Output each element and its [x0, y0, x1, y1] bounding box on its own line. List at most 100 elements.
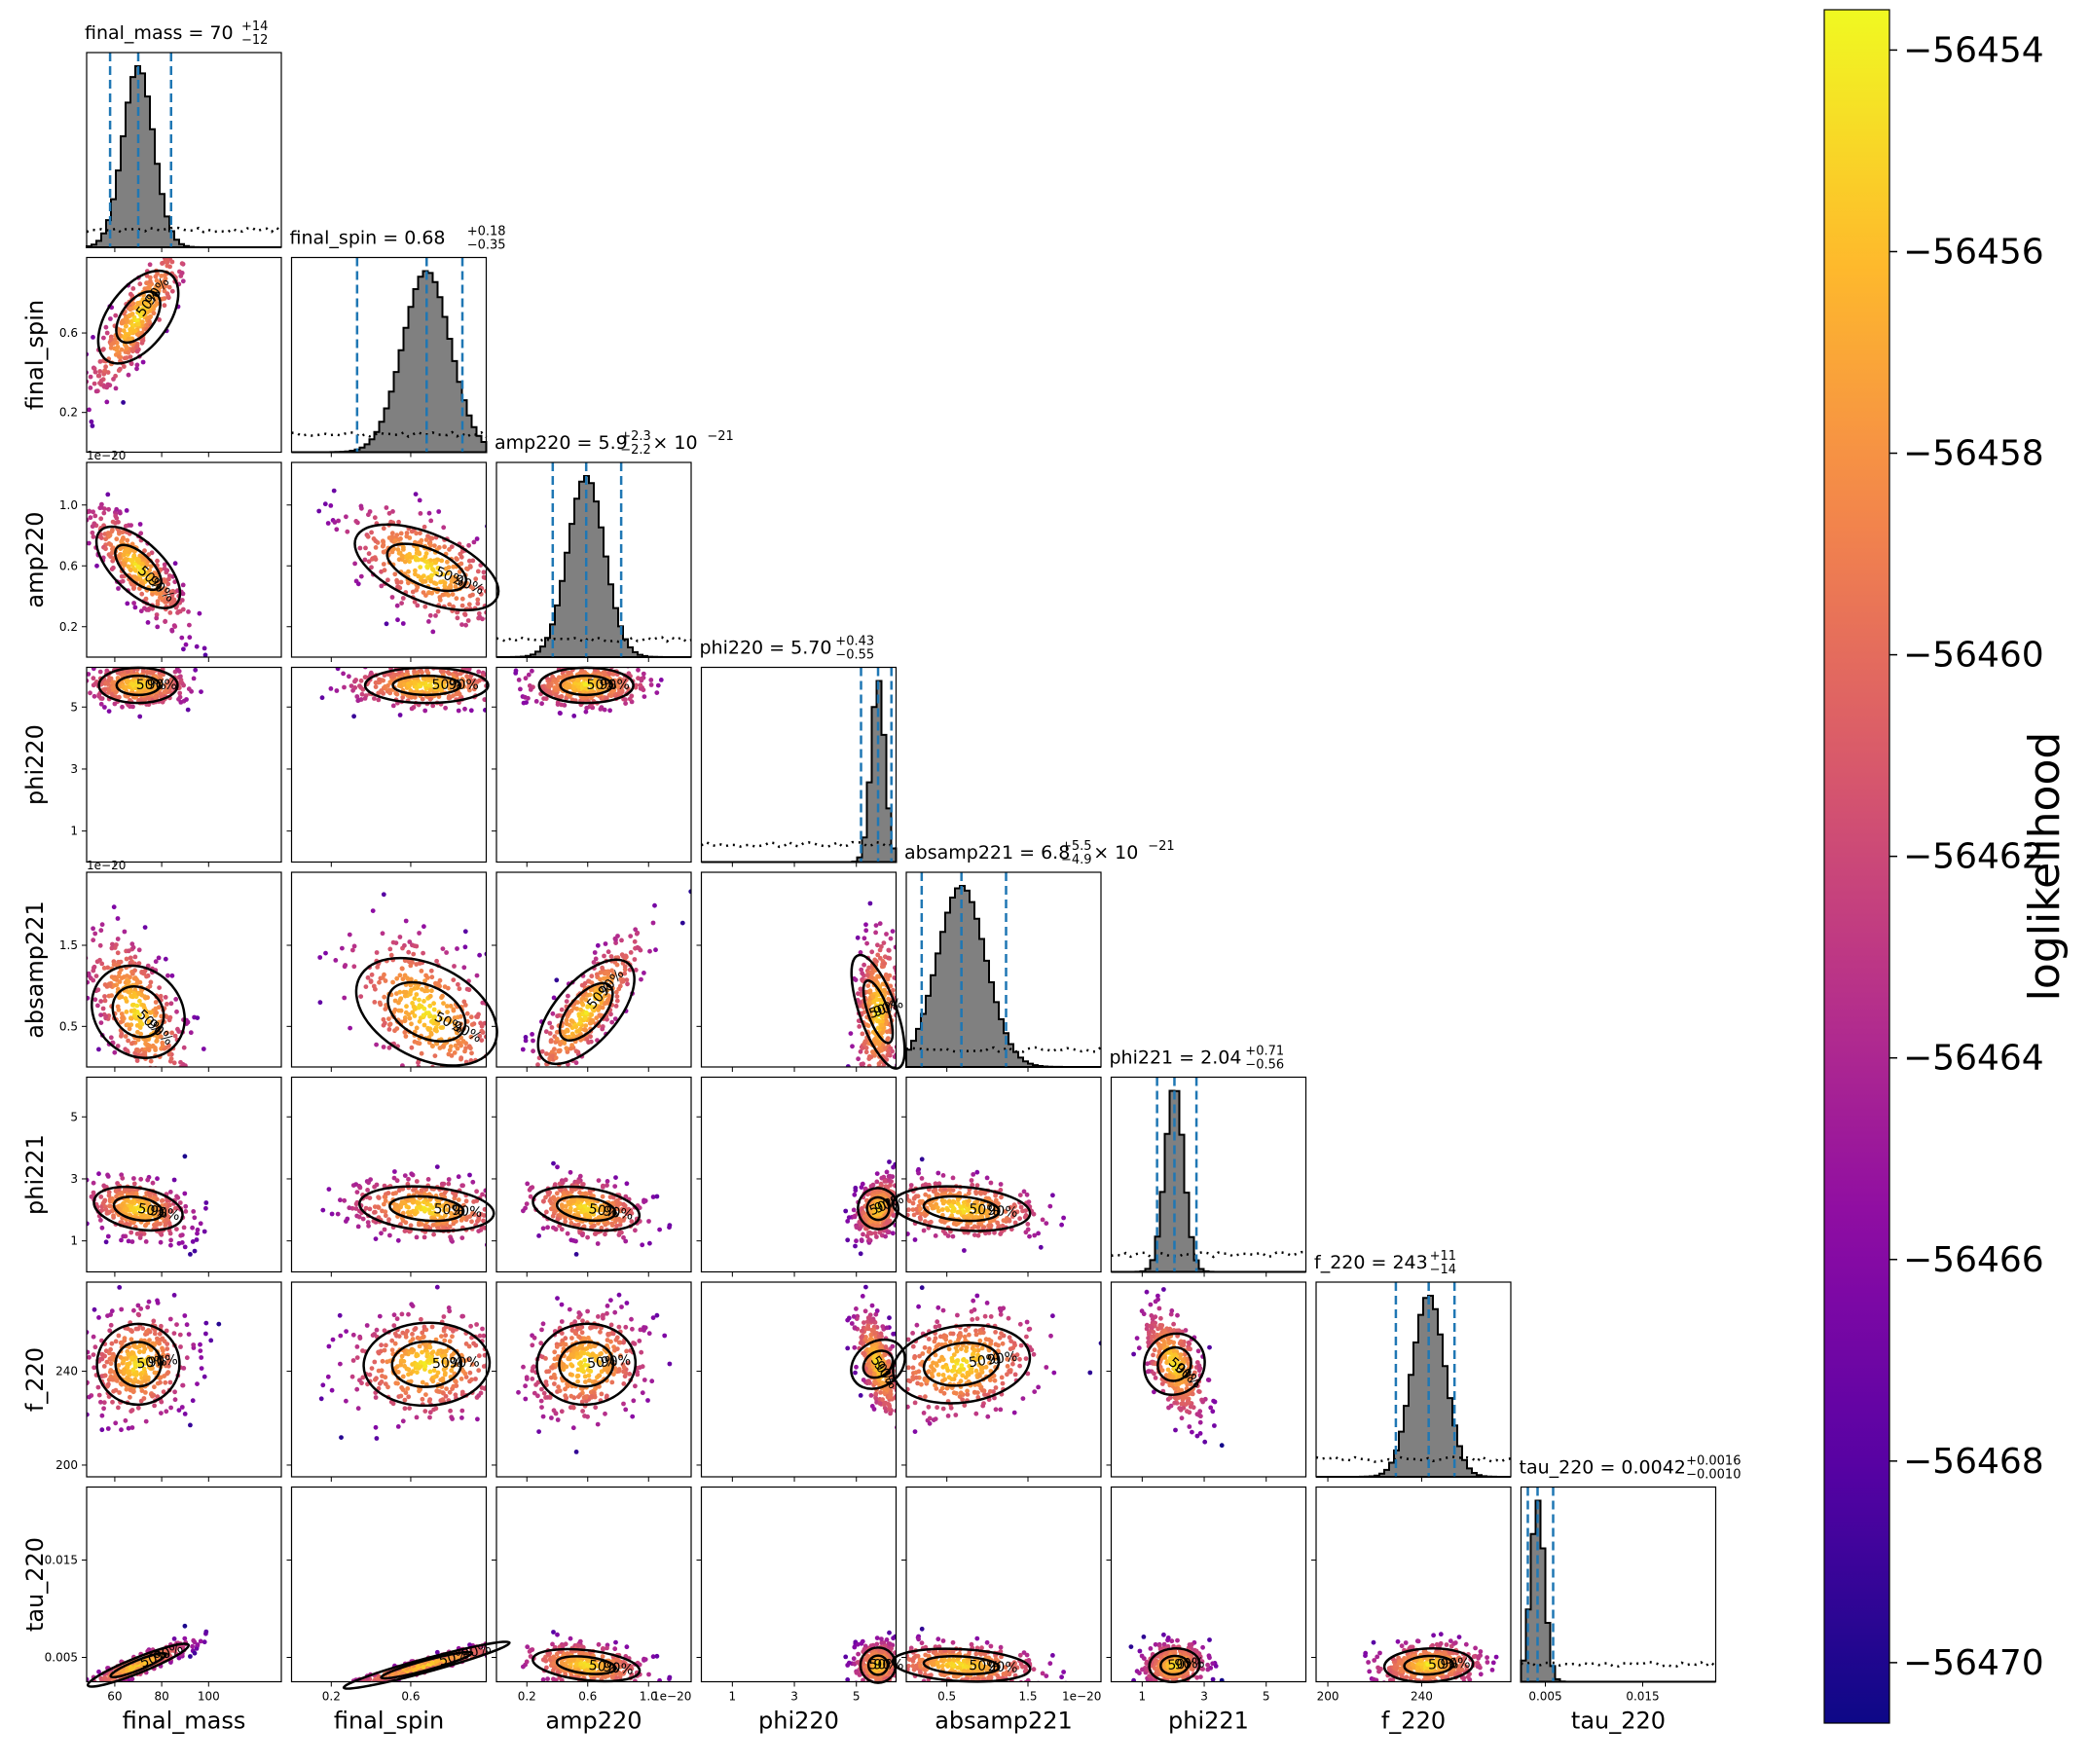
x-tick-label: 1	[1139, 1690, 1147, 1704]
scatter-points	[87, 1623, 209, 1682]
panel-frame	[290, 461, 488, 658]
histogram-bars-final_spin	[291, 270, 488, 454]
panel-frame	[290, 1076, 488, 1273]
y-tick-label: 5	[70, 1110, 78, 1123]
scatter-panel-absamp221-vs-amp220: 50%90%	[492, 871, 692, 1072]
x-tick-label: 60	[107, 1690, 122, 1704]
y-tick-label: 0.2	[59, 620, 78, 634]
contour-50pct	[114, 543, 163, 592]
prior-curve-amp220	[495, 636, 692, 643]
contour-50pct	[555, 1655, 617, 1675]
scatter-points	[320, 1164, 487, 1248]
scatter-panel-tau_220-vs-f_220: 50%90% 200 240	[1311, 1486, 1512, 1704]
panel-frame	[290, 256, 488, 454]
contour-label-50pct: 50%	[588, 1658, 620, 1676]
panel-frame	[1315, 1281, 1512, 1478]
contour-90pct	[891, 1185, 1032, 1232]
x-axis-label-amp220: amp220	[545, 1708, 642, 1735]
scatter-points	[317, 892, 487, 1067]
scatter-points	[906, 1285, 1101, 1434]
contour-label-50pct: 50%	[588, 1201, 620, 1222]
x-tick-label: 1.0	[640, 1690, 658, 1704]
histogram-bars-final_mass	[86, 65, 281, 248]
scatter-panel-tau_220-vs-final_spin: 50%90%0.2 0.6	[286, 1486, 511, 1704]
y-tick-label: 1.5	[59, 938, 78, 952]
panel-frame	[495, 1076, 692, 1273]
prior-curve-final_mass	[86, 226, 282, 234]
panel-frame	[290, 1281, 488, 1478]
contour-label-50pct: 50%	[1428, 1656, 1459, 1672]
title-phi220: phi220 = 5.70	[700, 638, 832, 659]
panel-frame	[700, 666, 898, 864]
scatter-points	[516, 1292, 673, 1454]
prior-curve-f_220	[1315, 1455, 1512, 1463]
contour-label-50pct: 50%	[432, 678, 462, 693]
title-lower-error-phi220: −0.55	[835, 648, 874, 663]
x-tick-label: 0.005	[1528, 1690, 1561, 1704]
contour-label-50pct: 50%	[868, 1658, 898, 1673]
contour-label-90pct: 90%	[986, 1349, 1018, 1369]
prior-curve-tau_220	[1521, 1660, 1717, 1669]
panel-frame	[86, 1486, 282, 1683]
title-upper-error-f_220: +11	[1430, 1249, 1456, 1264]
prior-curve-final_spin	[291, 430, 488, 439]
colorbar-tick-label: −56468	[1903, 1442, 2044, 1482]
contour-label-90pct: 90%	[1174, 1655, 1205, 1672]
contour-label-90pct: 90%	[147, 1352, 179, 1371]
title-lower-error-f_220: −14	[1430, 1263, 1456, 1277]
x-tick-label: 3	[790, 1690, 798, 1704]
y-axis-label-final_spin: final_spin	[21, 300, 49, 410]
contour-50pct	[1159, 1654, 1190, 1676]
title-upper-error-phi221: +0.71	[1245, 1045, 1284, 1059]
histogram-panel-phi221: phi221 = 2.04 +0.71−0.56	[1110, 1045, 1307, 1277]
title-upper-error-amp220: +2.3	[620, 429, 651, 444]
title-lower-error-amp220: −2.2	[620, 443, 651, 458]
x-tick-label: 0.6	[578, 1690, 597, 1704]
histogram-bars-f_220	[1316, 1295, 1511, 1478]
colorbar-gradient	[1823, 9, 1890, 1724]
contour-90pct	[353, 523, 500, 612]
title-lower-error-absamp221: −4.9	[1061, 853, 1092, 867]
contour-50pct	[385, 542, 468, 593]
panel-frame	[495, 1486, 692, 1683]
contour-label-50pct: 50%	[969, 1201, 1000, 1219]
title-exponent-absamp221: × 10	[1093, 842, 1138, 864]
contour-label-50pct: 50%	[433, 1201, 464, 1219]
panel-frame	[495, 461, 692, 658]
corner-grid: final_mass = 70 +14−1250%90%0.20.6final_s…	[45, 19, 1742, 1704]
y-offset-label: 1e−20	[87, 859, 126, 872]
scatter-panel-phi220-vs-final_spin: 50%90%	[286, 666, 490, 867]
y-axis-label-absamp221: absamp221	[21, 900, 49, 1039]
contour-50pct	[558, 1341, 615, 1388]
x-axis-label-phi221: phi221	[1168, 1708, 1249, 1735]
contour-50pct	[922, 1341, 1001, 1387]
contour-50pct	[922, 1655, 1001, 1675]
contour-label-50pct: 50%	[1167, 1656, 1198, 1673]
panel-frame	[86, 52, 282, 248]
panel-frame	[700, 1486, 898, 1683]
y-tick-label: 240	[55, 1365, 78, 1378]
title-tau_220: tau_220 = 0.0042	[1520, 1457, 1686, 1479]
contour-label-90pct: 90%	[873, 1658, 903, 1673]
x-tick-label: 5	[853, 1690, 861, 1704]
contour-label-90pct: 90%	[603, 1660, 635, 1678]
panel-frame	[905, 1076, 1102, 1273]
scatter-panel-tau_220-vs-phi221: 50%90% 1 3 5	[1106, 1486, 1307, 1704]
contour-90pct	[532, 1647, 642, 1683]
scatter-panel-f_220-vs-amp220: 50%90%	[492, 1281, 692, 1482]
panel-frame	[86, 256, 282, 454]
contour-50pct	[380, 1650, 474, 1680]
scatter-points	[87, 667, 203, 719]
contour-label-90pct: 90%	[449, 1354, 480, 1371]
panel-frame	[1315, 1486, 1512, 1683]
contour-50pct	[559, 674, 614, 697]
contour-label-90pct: 90%	[452, 1203, 483, 1221]
colorbar-tick-label: −56458	[1903, 434, 2044, 474]
y-tick-label: 200	[55, 1458, 78, 1472]
y-axis-label-phi221: phi221	[21, 1134, 49, 1215]
y-tick-label: 1	[70, 825, 78, 838]
histogram-panel-final_mass: final_mass = 70 +14−12	[85, 19, 282, 252]
scatter-panel-amp220-vs-final_mass: 50%90%0.20.61.01e−20	[59, 449, 282, 662]
contour-90pct	[362, 1321, 492, 1408]
